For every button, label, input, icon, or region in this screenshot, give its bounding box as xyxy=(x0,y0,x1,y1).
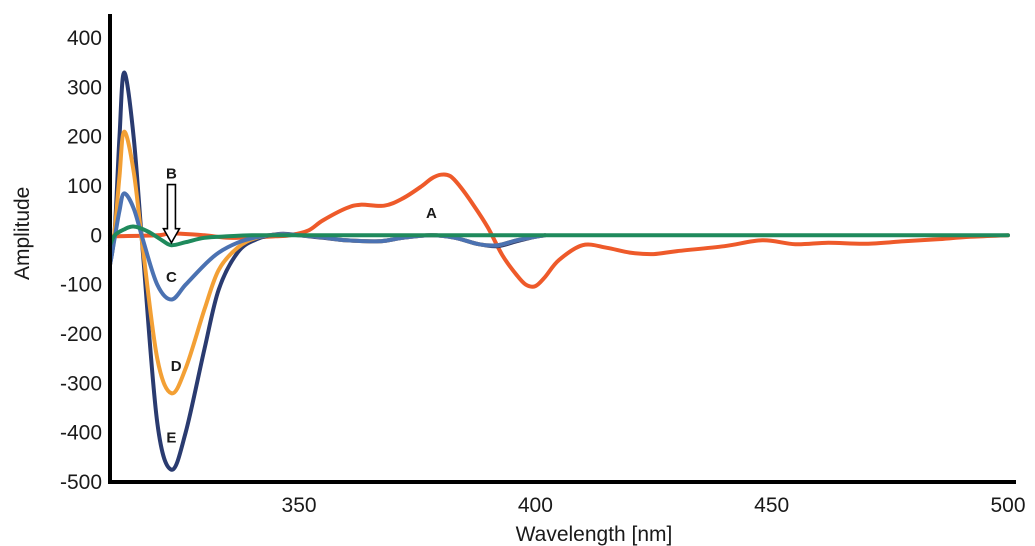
series-label-a: A xyxy=(426,205,437,222)
annotation-layer: A B C D E xyxy=(162,166,437,447)
series-label-b: B xyxy=(166,166,177,183)
y-tick-label: 400 xyxy=(67,27,102,50)
series-line-b xyxy=(108,224,1010,248)
series-label-e: E xyxy=(166,430,176,447)
y-tick-label: -500 xyxy=(60,471,102,494)
series-label-d: D xyxy=(171,358,182,375)
y-tick-label: 100 xyxy=(67,175,102,198)
x-tick-labels: 350 400 450 500 xyxy=(282,494,1026,517)
y-tick-label: -300 xyxy=(60,372,102,395)
series-label-c: C xyxy=(166,269,177,286)
y-tick-label: -200 xyxy=(60,323,102,346)
y-tick-labels: 400 300 200 100 0 -100 -200 -300 -400 -500 xyxy=(60,27,102,494)
x-tick-label: 400 xyxy=(518,494,553,517)
y-tick-label: 200 xyxy=(67,126,102,149)
x-tick-label: 350 xyxy=(282,494,317,517)
y-tick-label: 300 xyxy=(67,76,102,99)
y-tick-label: 0 xyxy=(90,224,102,247)
x-axis-title: Wavelength [nm] xyxy=(516,523,673,546)
y-tick-label: -100 xyxy=(60,274,102,297)
x-tick-label: 500 xyxy=(990,494,1025,517)
y-axis-title: Amplitude xyxy=(11,187,34,280)
x-tick-label: 450 xyxy=(754,494,789,517)
series-layer xyxy=(108,70,1010,472)
arrow-down-icon xyxy=(162,183,181,245)
y-tick-label: -400 xyxy=(60,422,102,445)
series-line-a xyxy=(108,172,1010,289)
